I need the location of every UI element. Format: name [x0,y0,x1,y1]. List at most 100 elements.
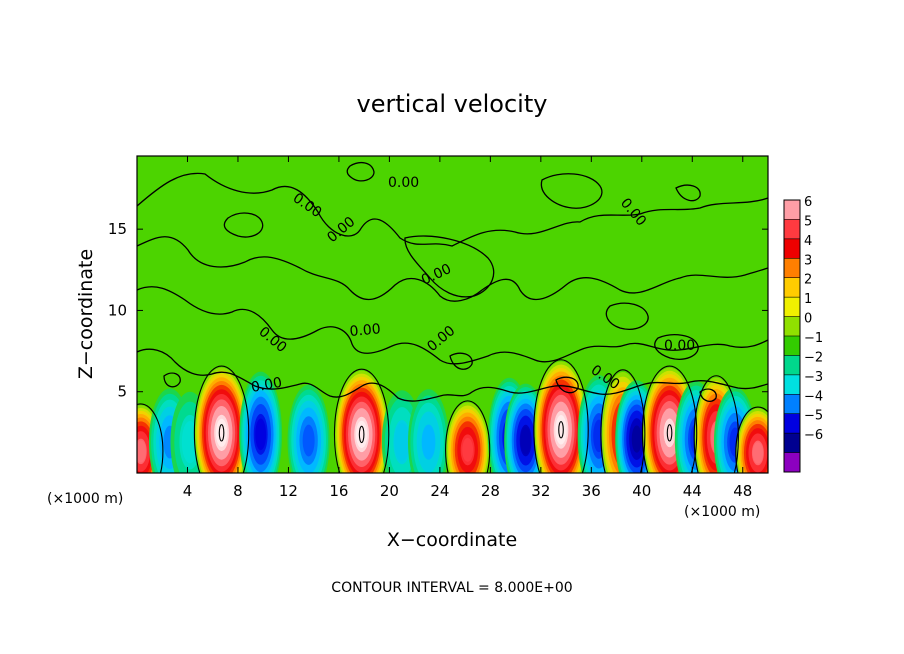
colorbar-swatch [784,452,800,473]
colorbar-swatch [784,258,800,279]
colorbar-swatch [784,200,800,220]
colorbar-swatch [784,238,800,259]
contour-line [163,372,181,388]
footer-contour-interval: CONTOUR INTERVAL = 8.000E+00 [331,580,572,596]
x-tick-label: 28 [481,482,500,500]
contour-label: 0.00 [664,338,695,354]
updraft-outline [641,365,698,473]
contour-line [137,172,768,247]
y-axis-ticks: 5 10 15 [108,220,768,401]
updraft-cell [446,402,490,473]
contour-line [555,376,579,394]
contour-label: 0.00 [250,375,283,396]
colorbar-label: 5 [804,214,812,229]
x-tick-label: 48 [733,482,752,500]
x-tick-label: 12 [279,482,298,500]
plot-frame [136,155,769,474]
x-tick-label: 16 [329,482,348,500]
zero-contour-lines [137,161,768,403]
downdraft-cell [239,371,283,473]
x-tick-label: 20 [380,482,399,500]
updraft-outline [445,400,491,473]
colorbar-swatch [784,297,800,317]
contour-line [605,302,649,330]
contour-line [699,388,717,403]
contour-line [223,212,264,238]
contour-line [137,348,768,402]
updraft-outline [600,369,646,473]
colorbar-label: 2 [804,273,812,288]
colorbar-swatch [784,433,800,453]
velocity-level [215,418,228,447]
x-tick-label: 32 [531,482,550,500]
contour-line [449,352,473,370]
colorbar-label: −3 [804,370,823,385]
updraft-outline [333,368,390,473]
colorbar-label: −6 [804,428,823,443]
updraft-outline [137,403,164,473]
chart-title: vertical velocity [357,90,548,118]
colorbar-swatch [784,316,800,337]
x-tick-label: 40 [632,482,651,500]
colorbar-swatch [784,355,800,376]
x-tick-label: 36 [582,482,601,500]
colorbar-label: 3 [804,253,812,268]
updraft-core-outline [218,424,225,442]
updraft-core-outline [666,424,673,442]
colorbar-label: −5 [804,409,823,424]
velocity-level [555,415,567,445]
velocity-level [355,420,368,449]
contour-line [137,286,768,365]
colorbar-label: 1 [804,292,812,307]
colorbar-swatch [784,374,800,395]
x-axis-ticks: 4 8 12 16 20 24 28 32 36 40 44 48 [183,156,752,500]
velocity-level [631,425,642,453]
contour-line [346,161,375,182]
downdraft-cell [287,384,330,473]
contour-line [654,334,699,360]
velocity-level [421,424,436,460]
updraft-cell [335,370,389,473]
updraft-cell [194,367,249,473]
velocity-level [302,424,315,457]
colorbar-swatch [784,219,800,240]
colorbar-swatch [784,336,800,356]
contour-label: 0.00 [349,321,381,340]
colorbar-label: 0 [804,312,812,327]
x-unit-right: (×1000 m) [684,504,760,520]
velocity-level [462,437,474,462]
colorbar-swatch [784,394,800,415]
contour-line [137,236,768,302]
colorbar-label: 4 [804,234,812,249]
y-tick-label: 10 [108,301,127,319]
updraft-core-outline [358,425,365,444]
updraft-outline [693,375,739,473]
x-tick-label: 44 [683,482,702,500]
velocity-level [255,418,267,451]
velocity-level [394,422,410,462]
colorbar-label: −1 [804,331,823,346]
x-tick-label: 4 [183,482,193,500]
colorbar-label: −2 [804,350,823,365]
contour-label: 0.00 [388,175,419,191]
velocity-level [752,442,764,464]
downdraft-cell [407,389,450,473]
colorbar: 6 5 4 3 2 1 0 −1 −2 −3 −4 −5 −6 [783,195,823,473]
updraft-core-outline [558,421,564,439]
x-tick-label: 24 [430,482,449,500]
updraft-outline [533,359,589,473]
cell-outlines [137,359,768,473]
y-tick-label: 15 [108,220,127,238]
y-axis-label: Z−coordinate [75,249,97,379]
updraft-cell [736,408,768,473]
velocity-level [593,419,605,453]
y-tick-label: 5 [117,383,127,401]
heatmap [137,361,768,473]
colorbar-label: 6 [804,195,812,210]
x-axis-label: X−coordinate [387,529,517,551]
contour-line [404,235,495,298]
updraft-outline [735,406,768,473]
x-unit-left: (×1000 m) [47,491,123,507]
contour-line [675,184,701,202]
